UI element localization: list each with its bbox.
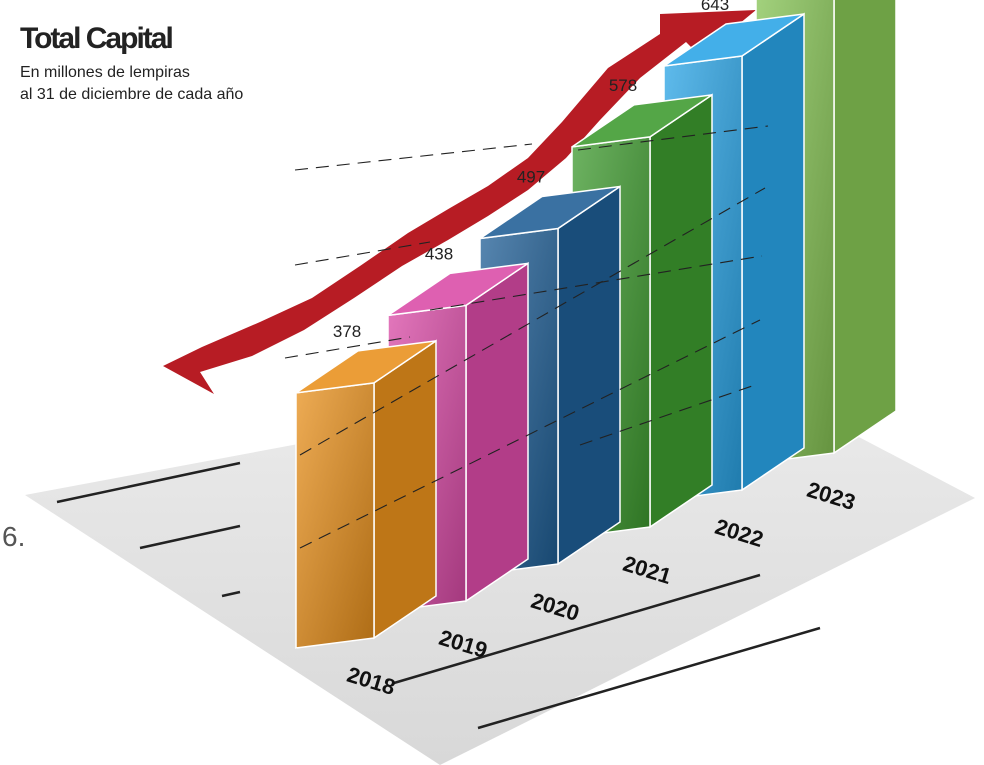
bar-top-2022 (663, 13, 805, 67)
value-label-2019: 438 (425, 244, 453, 263)
page-prefix: 6. (2, 521, 25, 552)
floor-lines (56, 461, 821, 730)
bar-side-2019 (465, 261, 529, 603)
value-label-2020: 497 (517, 168, 545, 187)
chart-title: Total Capital (20, 22, 172, 55)
bar-side-2022 (741, 12, 805, 492)
bar-2018 (295, 339, 437, 649)
bar-side-2020 (557, 185, 621, 566)
gridlines (284, 125, 769, 549)
bar-top-2018 (295, 340, 437, 394)
bar-front-2018 (295, 381, 375, 649)
bar-side-2018 (373, 339, 437, 640)
bar-side-2023 (833, 0, 897, 455)
bar-top-2021 (571, 94, 713, 148)
chart-subtitle-line-2: al 31 de diciembre de cada año (20, 86, 243, 103)
bar-top-2020 (479, 185, 621, 240)
trend-arrow (163, 10, 756, 394)
chart-subtitle-line-1: En millones de lempiras (20, 64, 190, 81)
value-label-2021: 578 (609, 76, 637, 95)
value-label-2022: 643 (701, 0, 729, 14)
bar-side-2021 (649, 93, 713, 529)
value-label-2018: 378 (333, 322, 361, 341)
bars (295, 0, 897, 649)
